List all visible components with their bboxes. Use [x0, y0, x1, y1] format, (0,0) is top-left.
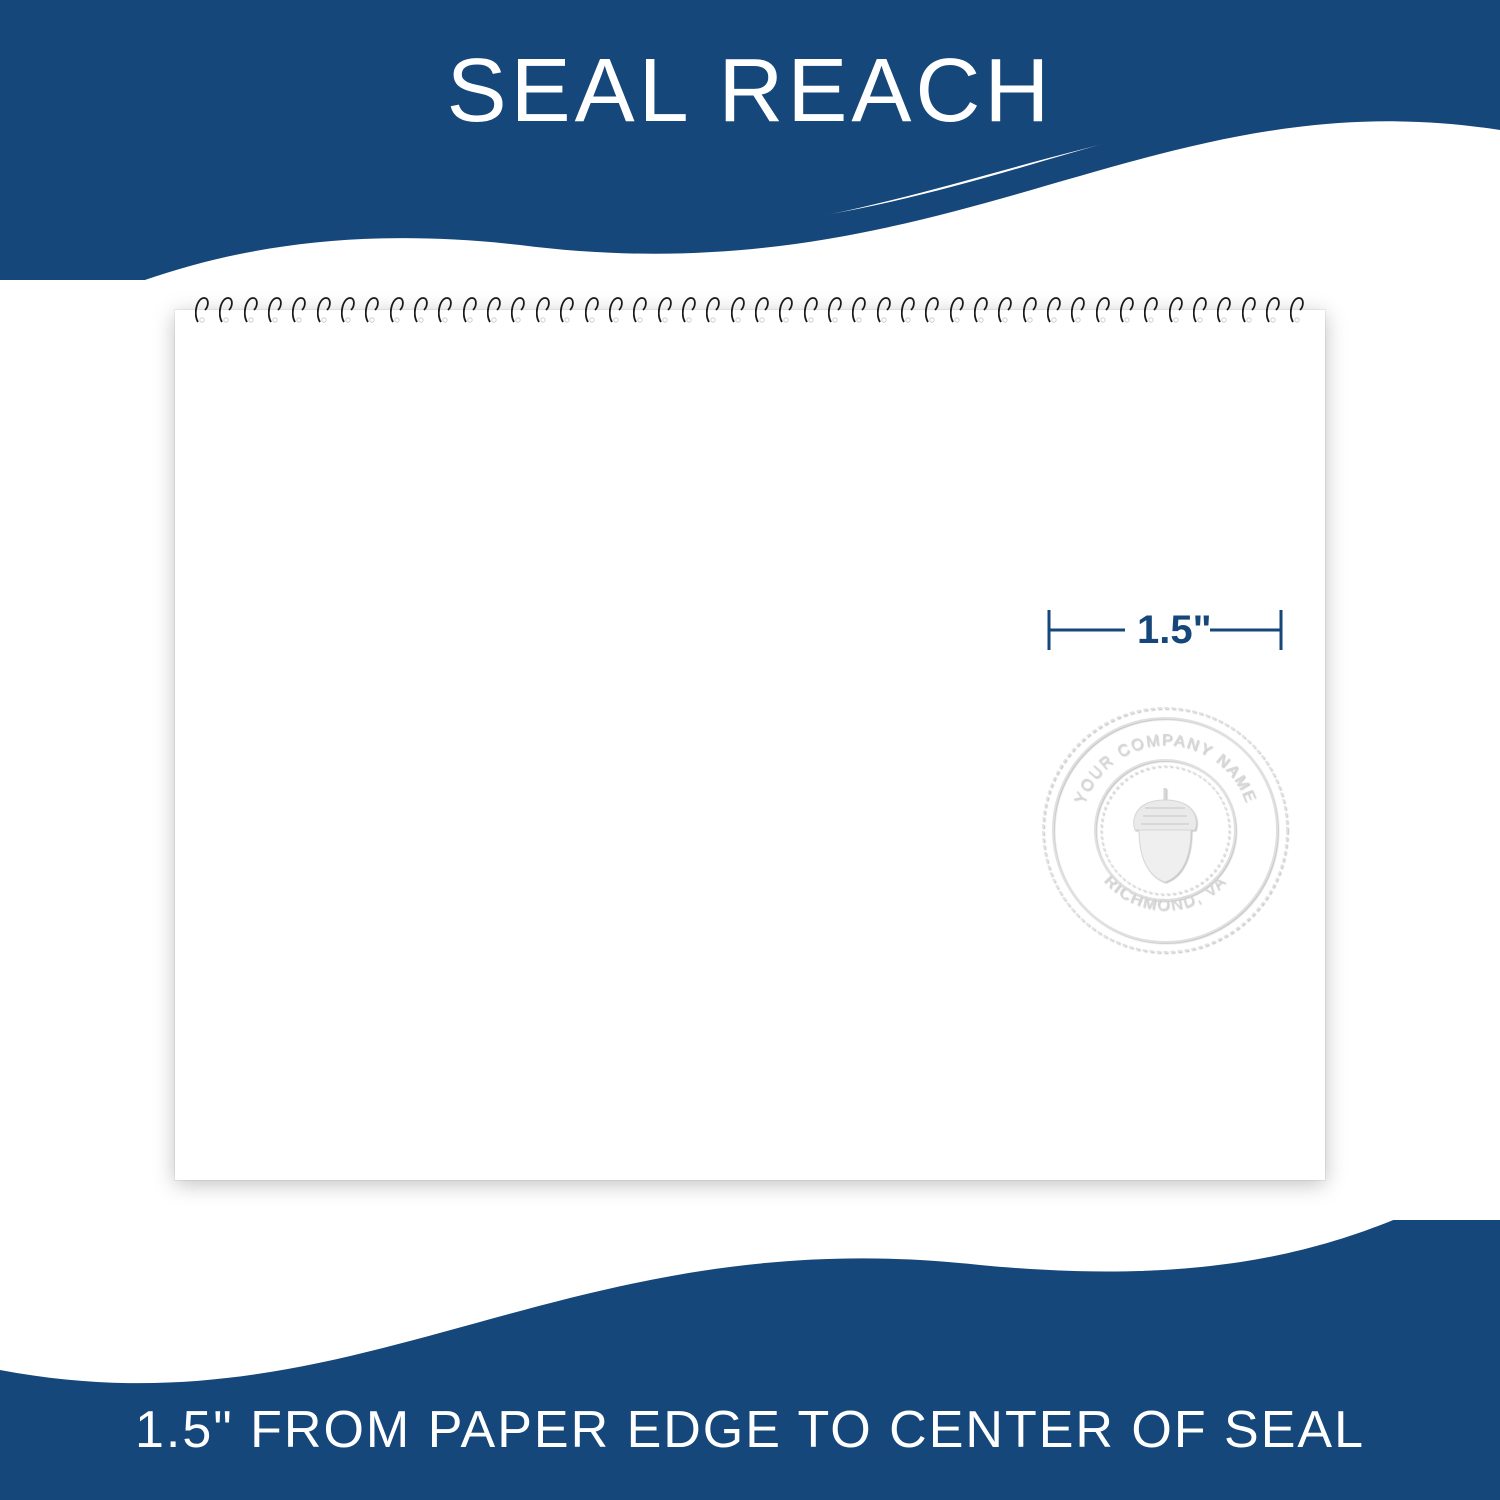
spiral-ring: [755, 296, 769, 324]
spiral-ring: [341, 296, 355, 324]
spiral-ring: [1217, 296, 1231, 324]
spiral-ring: [195, 296, 209, 324]
spiral-ring: [365, 296, 379, 324]
measurement-value: 1.5": [1137, 608, 1212, 653]
spiral-ring: [1120, 296, 1134, 324]
spiral-ring: [560, 296, 574, 324]
spiral-ring: [1096, 296, 1110, 324]
page-title: SEAL REACH: [0, 40, 1500, 143]
spiral-ring: [1144, 296, 1158, 324]
acorn-icon: [1134, 788, 1197, 882]
spiral-ring: [828, 296, 842, 324]
spiral-ring: [585, 296, 599, 324]
page-subtitle: 1.5" FROM PAPER EDGE TO CENTER OF SEAL: [0, 1400, 1500, 1460]
spiral-ring: [1071, 296, 1085, 324]
reach-measurement: 1.5": [1045, 600, 1285, 660]
spiral-ring: [487, 296, 501, 324]
spiral-ring: [1266, 296, 1280, 324]
spiral-ring: [511, 296, 525, 324]
spiral-ring: [244, 296, 258, 324]
spiral-ring: [706, 296, 720, 324]
spiral-ring: [414, 296, 428, 324]
spiral-ring: [1169, 296, 1183, 324]
spiral-ring: [292, 296, 306, 324]
spiral-ring: [731, 296, 745, 324]
spiral-ring: [438, 296, 452, 324]
spiral-ring: [633, 296, 647, 324]
spiral-ring: [804, 296, 818, 324]
spiral-ring: [658, 296, 672, 324]
spiral-ring: [779, 296, 793, 324]
spiral-ring: [536, 296, 550, 324]
notepad: 1.5": [175, 310, 1325, 1180]
spiral-ring: [219, 296, 233, 324]
spiral-ring: [390, 296, 404, 324]
spiral-ring: [317, 296, 331, 324]
spiral-ring: [609, 296, 623, 324]
spiral-ring: [1193, 296, 1207, 324]
spiral-ring: [852, 296, 866, 324]
spiral-ring: [925, 296, 939, 324]
spiral-ring: [682, 296, 696, 324]
embossed-seal: YOUR COMPANY NAME RICHMOND, VA: [1035, 700, 1295, 960]
spiral-ring: [950, 296, 964, 324]
spiral-ring: [463, 296, 477, 324]
spiral-ring: [1290, 296, 1304, 324]
spiral-ring: [901, 296, 915, 324]
spiral-binding: [195, 296, 1305, 326]
spiral-ring: [974, 296, 988, 324]
spiral-ring: [1023, 296, 1037, 324]
spiral-ring: [1242, 296, 1256, 324]
spiral-ring: [268, 296, 282, 324]
spiral-ring: [877, 296, 891, 324]
spiral-ring: [1047, 296, 1061, 324]
spiral-ring: [998, 296, 1012, 324]
